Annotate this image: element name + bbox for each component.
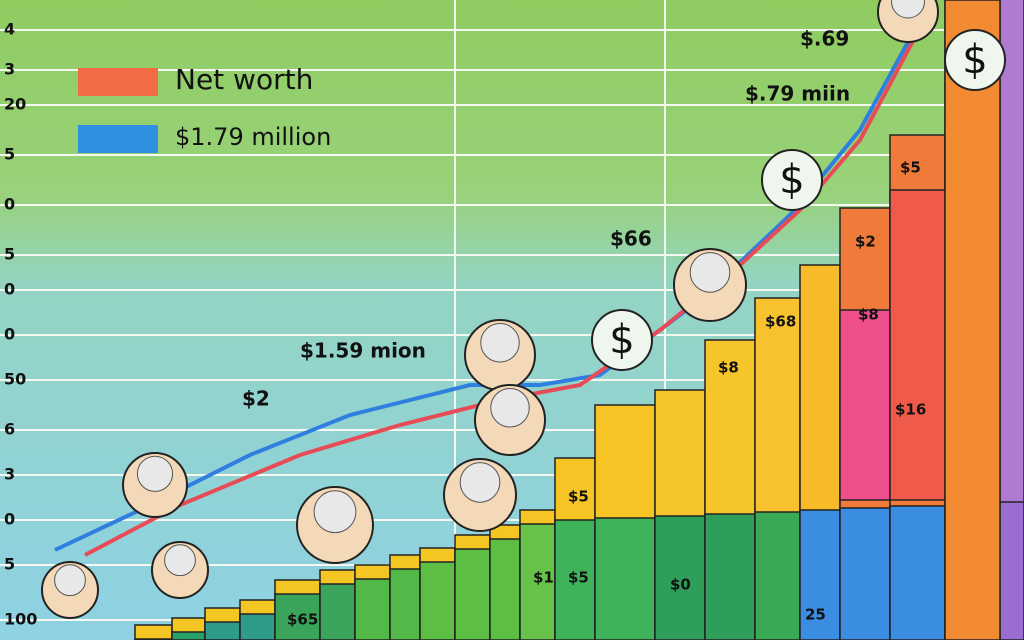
legend-label: $1.79 million bbox=[175, 123, 331, 151]
axis-label: 0 bbox=[4, 280, 15, 299]
bar-accent bbox=[839, 309, 891, 501]
axis-label: 0 bbox=[4, 510, 15, 529]
annotation: $1 bbox=[533, 569, 554, 587]
axis-label: 0 bbox=[4, 195, 15, 214]
bar-base bbox=[319, 583, 356, 640]
annotation: $65 bbox=[287, 611, 318, 629]
bar-base bbox=[204, 621, 241, 640]
coin-symbol: $ bbox=[609, 317, 634, 363]
annotation: $.79 miin bbox=[745, 82, 850, 106]
portrait-hair bbox=[136, 455, 174, 492]
portrait-hair bbox=[54, 564, 86, 597]
bar-base bbox=[239, 613, 276, 640]
annotation: $66 bbox=[610, 227, 652, 251]
axis-label: 100 bbox=[4, 610, 37, 629]
bar-base bbox=[999, 501, 1024, 640]
annotation: $16 bbox=[895, 401, 926, 419]
bar-base bbox=[489, 538, 521, 640]
portrait-hair bbox=[313, 490, 357, 534]
portrait-hair bbox=[689, 252, 731, 293]
annotation: $68 bbox=[765, 313, 796, 331]
annotation: $5 bbox=[568, 569, 589, 587]
portrait-hair bbox=[459, 462, 501, 503]
annotation: $0 bbox=[670, 576, 691, 594]
bar-base bbox=[274, 593, 321, 640]
bar-base bbox=[839, 507, 891, 640]
portrait-hair bbox=[490, 388, 530, 428]
axis-label: 0 bbox=[4, 325, 15, 344]
annotation: $5 bbox=[568, 488, 589, 506]
legend-swatch bbox=[78, 125, 158, 153]
portrait-hair bbox=[164, 544, 196, 577]
bar-base bbox=[799, 509, 841, 640]
axis-label: 5 bbox=[4, 245, 15, 264]
bar-base bbox=[419, 561, 456, 640]
bar-base bbox=[554, 519, 596, 640]
axis-label: 3 bbox=[4, 60, 15, 79]
bar-top bbox=[134, 624, 173, 640]
bar-accent bbox=[889, 189, 946, 501]
legend-swatch bbox=[78, 68, 158, 96]
bar-base bbox=[519, 523, 556, 640]
annotation: $2 bbox=[855, 233, 876, 251]
annotation: $.69 bbox=[800, 27, 849, 51]
bar-base bbox=[354, 578, 391, 640]
axis-label: 4 bbox=[4, 20, 15, 39]
coin bbox=[944, 29, 1006, 91]
bar-accent bbox=[944, 0, 1001, 640]
coin bbox=[591, 309, 653, 371]
annotation: $5 bbox=[900, 159, 921, 177]
coin-symbol: $ bbox=[779, 157, 804, 203]
coin-symbol: $ bbox=[962, 37, 987, 83]
axis-label: 5 bbox=[4, 145, 15, 164]
bar-base bbox=[389, 568, 421, 640]
bar-base bbox=[754, 511, 801, 640]
bar-base bbox=[704, 513, 756, 640]
annotation: 25 bbox=[805, 606, 826, 624]
legend-label: Net worth bbox=[175, 63, 313, 96]
annotation: $8 bbox=[858, 306, 879, 324]
bar-base bbox=[889, 505, 946, 640]
axis-label: 6 bbox=[4, 420, 15, 439]
portrait-hair bbox=[480, 323, 520, 363]
axis-label: 20 bbox=[4, 95, 26, 114]
portrait-hair bbox=[891, 0, 925, 19]
bar-base bbox=[171, 631, 206, 640]
annotation: $1.59 mion bbox=[300, 339, 426, 363]
axis-label: 3 bbox=[4, 465, 15, 484]
annotation: $2 bbox=[242, 387, 270, 411]
coin bbox=[761, 149, 823, 211]
axis-label: 5 bbox=[4, 555, 15, 574]
bar-base bbox=[594, 517, 656, 640]
axis-label: 50 bbox=[4, 370, 26, 389]
portrait bbox=[877, 0, 939, 43]
bar-base bbox=[454, 548, 491, 640]
annotation: $8 bbox=[718, 359, 739, 377]
